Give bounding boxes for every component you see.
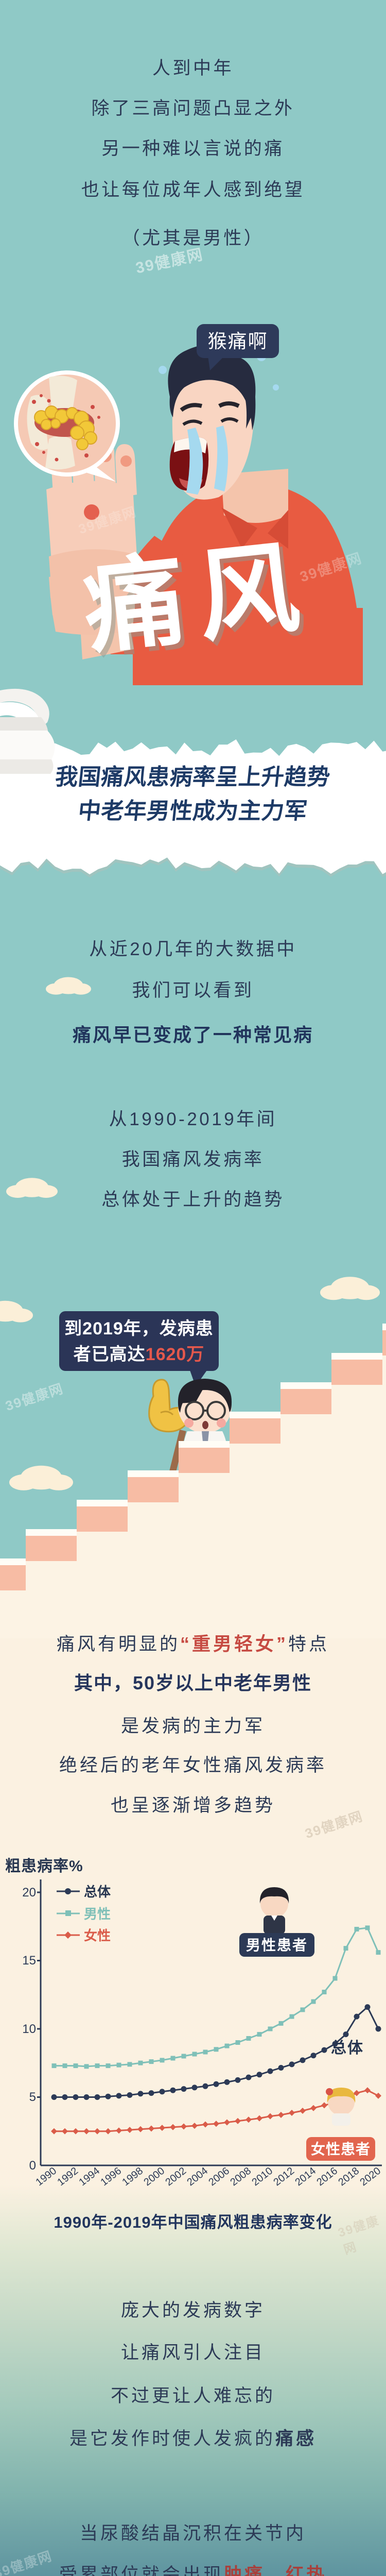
svg-text:2006: 2006 bbox=[206, 2165, 232, 2189]
svg-text:1990: 1990 bbox=[33, 2165, 59, 2189]
svg-text:2016: 2016 bbox=[314, 2165, 340, 2189]
svg-text:1994: 1994 bbox=[77, 2165, 102, 2189]
svg-text:2020: 2020 bbox=[358, 2165, 383, 2189]
svg-text:1992: 1992 bbox=[55, 2165, 80, 2189]
svg-text:10: 10 bbox=[22, 2022, 36, 2036]
svg-text:猴痛啊: 猴痛啊 bbox=[208, 331, 268, 352]
svg-text:2004: 2004 bbox=[185, 2165, 210, 2189]
svg-text:者已高达1620万: 者已高达1620万 bbox=[74, 1345, 205, 1364]
svg-text:2012: 2012 bbox=[271, 2165, 296, 2189]
svg-text:5: 5 bbox=[29, 2090, 36, 2104]
svg-text:粗患病率%: 粗患病率% bbox=[5, 1858, 83, 1875]
svg-text:1996: 1996 bbox=[98, 2165, 124, 2189]
svg-text:女性: 女性 bbox=[84, 1928, 111, 1943]
svg-text:总体: 总体 bbox=[84, 1884, 111, 1900]
svg-text:2008: 2008 bbox=[228, 2165, 253, 2189]
svg-text:1998: 1998 bbox=[120, 2165, 145, 2189]
svg-text:女性患者: 女性患者 bbox=[311, 2141, 371, 2157]
svg-text:15: 15 bbox=[22, 1954, 36, 1968]
svg-text:男性患者: 男性患者 bbox=[246, 1937, 308, 1953]
svg-text:男性: 男性 bbox=[84, 1906, 111, 1922]
svg-text:2002: 2002 bbox=[163, 2165, 188, 2189]
svg-text:到2019年，发病患: 到2019年，发病患 bbox=[64, 1319, 214, 1338]
svg-text:20: 20 bbox=[22, 1886, 36, 1900]
svg-text:2010: 2010 bbox=[250, 2165, 275, 2189]
svg-text:总体: 总体 bbox=[331, 2040, 364, 2057]
svg-text:2018: 2018 bbox=[336, 2165, 361, 2189]
svg-text:2014: 2014 bbox=[293, 2165, 318, 2189]
svg-text:0: 0 bbox=[29, 2159, 36, 2173]
svg-text:2000: 2000 bbox=[142, 2165, 167, 2189]
